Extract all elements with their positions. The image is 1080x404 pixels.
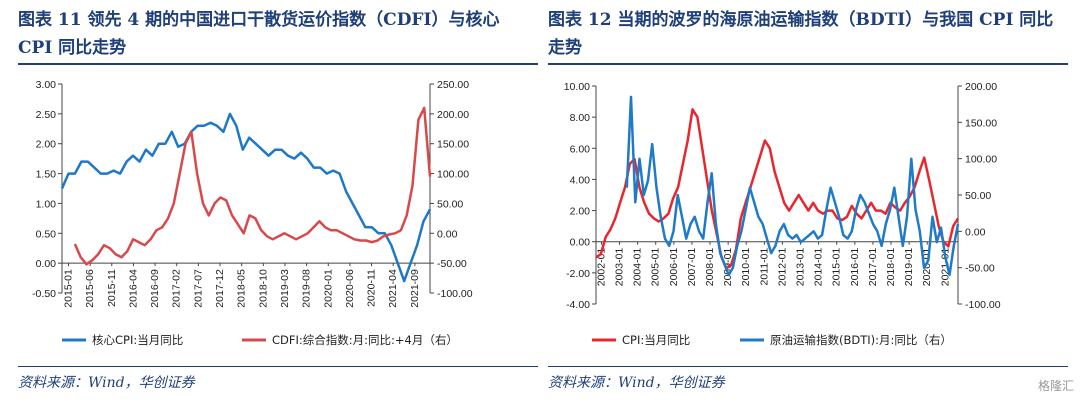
left-tick-label: 4.00 (570, 174, 591, 186)
x-tick-label: 2020-06 (344, 269, 356, 308)
x-tick-label: 2015-11 (106, 269, 118, 307)
x-tick-label: 2015-06 (84, 269, 96, 308)
x-tick-label: 2018-01 (885, 248, 897, 287)
left-tick-label: 3.00 (36, 79, 57, 91)
x-tick-label: 2020-11 (366, 269, 378, 307)
x-tick-label: 2016-09 (149, 269, 161, 308)
right-tick-label: 100.00 (965, 154, 997, 166)
right-title-rule (548, 63, 1068, 65)
series-line-2 (625, 95, 960, 277)
left-tick-label: 0.00 (570, 237, 591, 249)
watermark-logo: 格隆汇 (1037, 379, 1074, 393)
legend-label-2: CDFI:综合指数:月:同比:+4月（右） (272, 333, 458, 347)
x-tick-label: 2019-08 (301, 269, 313, 308)
right-tick-label: 150.00 (965, 117, 997, 129)
left-title-rule (18, 63, 538, 65)
right-tick-label: 200.00 (965, 81, 997, 93)
x-tick-label: 2016-01 (849, 248, 861, 287)
left-tick-label: 2.50 (36, 109, 57, 121)
right-tick-label: 200.00 (437, 109, 469, 121)
x-tick-label: 2013-01 (795, 248, 807, 287)
x-tick-label: 2017-07 (192, 269, 204, 308)
right-tick-label: 150.00 (437, 139, 469, 151)
x-tick-label: 2003-01 (614, 248, 626, 287)
x-tick-label: 2017-12 (214, 269, 226, 308)
right-tick-label: -100.00 (965, 299, 1001, 311)
left-chart-title: 图表 11 领先 4 期的中国进口干散货运价指数（CDFI）与核心 CPI 同比… (18, 10, 500, 58)
right-bottom-rule (548, 366, 1068, 367)
left-tick-label: -0.50 (32, 288, 56, 300)
right-tick-label: -100.00 (437, 288, 473, 300)
x-tick-label: 2008-01 (704, 248, 716, 287)
left-tick-label: 1.50 (36, 169, 57, 181)
left-tick-label: 0.00 (36, 258, 57, 270)
series-line-1 (60, 112, 432, 283)
x-tick-label: 2019-01 (903, 248, 915, 287)
x-tick-label: 2010-01 (740, 248, 752, 287)
left-tick-label: 10.00 (564, 81, 590, 93)
x-tick-label: 2017-01 (867, 248, 879, 287)
x-tick-label: 2004-01 (632, 248, 644, 287)
left-tick-label: 2.00 (570, 206, 591, 218)
right-tick-label: 50.00 (965, 190, 991, 202)
left-tick-label: 6.00 (570, 143, 591, 155)
x-tick-label: 2002-01 (595, 248, 607, 287)
left-tick-label: 2.00 (36, 139, 57, 151)
left-bottom-rule (18, 366, 538, 367)
x-tick-label: 2005-01 (650, 248, 662, 287)
x-tick-label: 2006-01 (668, 248, 680, 287)
series-line-2 (73, 106, 432, 266)
x-tick-label: 2017-02 (171, 269, 183, 308)
left-chart-panel: 图表 11 领先 4 期的中国进口干散货运价指数（CDFI）与核心 CPI 同比… (18, 0, 538, 404)
x-tick-label: 2016-04 (127, 269, 139, 308)
x-tick-label: 2015-01 (831, 248, 843, 287)
left-chart-svg: 3.00 2.50 2.00 1.50 1.00 0.50 0.00 -0.50 250.00 2… (32, 79, 473, 347)
x-tick-label: 2018-05 (236, 269, 248, 308)
x-tick-label: 2021-09 (409, 269, 421, 308)
x-tick-label: 2019-03 (279, 269, 291, 308)
x-tick-label: 2014-01 (813, 248, 825, 287)
left-tick-label: -2.00 (566, 268, 590, 280)
x-tick-label: 2012-01 (776, 248, 788, 287)
left-source-note: 资料来源：Wind，华创证券 (18, 375, 195, 391)
x-tick-label: 2007-01 (686, 248, 698, 287)
left-tick-label: -4.00 (566, 299, 590, 311)
right-chart-title: 图表 12 当期的波罗的海原油运输指数（BDTI）与我国 CPI 同比走势 (548, 10, 1054, 58)
right-tick-label: -50.00 (437, 258, 467, 270)
left-tick-label: 8.00 (570, 112, 591, 124)
right-tick-label: 0.00 (965, 226, 986, 238)
legend-label-1: 核心CPI:当月同比 (92, 333, 183, 347)
x-tick-label: 2021-04 (387, 269, 399, 308)
x-tick-label: 2015-01 (62, 269, 74, 308)
x-tick-label: 2020-01 (921, 248, 933, 287)
x-tick-label: 2011-01 (758, 248, 770, 286)
right-tick-label: 50.00 (437, 198, 463, 210)
right-tick-label: -50.00 (965, 263, 995, 275)
right-chart-svg: 10.00 8.00 6.00 4.00 2.00 0.00 -2.00 -4.00 200.0… (564, 81, 1001, 347)
legend-label-2: 原油运输指数(BDTI):月:同比（右） (770, 333, 952, 347)
left-tick-label: 1.00 (36, 198, 57, 210)
right-tick-label: 250.00 (437, 79, 469, 91)
right-chart-panel: 图表 12 当期的波罗的海原油运输指数（BDTI）与我国 CPI 同比走势 10… (548, 0, 1068, 404)
x-tick-label: 2018-10 (257, 269, 269, 308)
right-tick-label: 0.00 (437, 228, 458, 240)
x-tick-label: 2020-01 (322, 269, 334, 308)
legend-label-1: CPI:当月同比 (622, 333, 690, 347)
x-tick-label: 2021-01 (939, 248, 951, 287)
right-source-note: 资料来源：Wind，华创证券 (548, 375, 725, 391)
right-tick-label: 100.00 (437, 169, 469, 181)
left-tick-label: 0.50 (36, 228, 57, 240)
